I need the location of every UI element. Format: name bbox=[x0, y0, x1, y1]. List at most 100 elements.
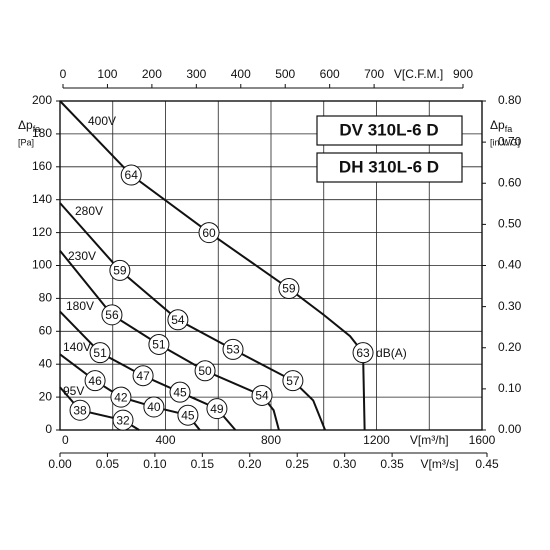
noise-marker bbox=[112, 409, 134, 431]
noise-marker bbox=[167, 309, 189, 331]
noise-label: 45 bbox=[181, 408, 195, 422]
noise-label: 47 bbox=[136, 369, 150, 383]
y-axis-subscript: fa bbox=[33, 124, 41, 134]
noise-marker bbox=[89, 342, 111, 364]
noise-unit: dB(A) bbox=[376, 346, 407, 360]
model-box bbox=[316, 115, 463, 146]
x-bottom2-tick-label: 0.15 bbox=[191, 457, 215, 471]
y-tick-label: 80 bbox=[39, 291, 53, 305]
y-tick-label: 0 bbox=[45, 422, 52, 436]
y-tick-label: 180 bbox=[32, 126, 52, 140]
model-box bbox=[316, 152, 463, 183]
noise-marker bbox=[143, 396, 165, 418]
noise-label: 45 bbox=[173, 385, 187, 399]
noise-label: 57 bbox=[286, 374, 300, 388]
y-tick-label: 60 bbox=[39, 323, 53, 337]
x-top-tick-label: 700 bbox=[364, 67, 384, 81]
noise-label: 59 bbox=[113, 264, 127, 278]
y2-tick-label: 0.10 bbox=[498, 381, 522, 395]
y2-tick-label: 0.20 bbox=[498, 340, 522, 354]
x-tick-label: 800 bbox=[261, 433, 281, 447]
noise-marker bbox=[132, 365, 154, 387]
noise-marker bbox=[109, 259, 131, 281]
x-tick-label: 0 bbox=[62, 433, 69, 447]
y2-tick-label: 0.80 bbox=[498, 93, 522, 107]
noise-label: 64 bbox=[125, 168, 139, 182]
noise-marker bbox=[251, 384, 273, 406]
noise-label: 38 bbox=[73, 403, 87, 417]
y2-tick-label: 0.40 bbox=[498, 258, 522, 272]
noise-label: 49 bbox=[210, 402, 224, 416]
noise-marker bbox=[148, 333, 170, 355]
series-label: 280V bbox=[75, 204, 103, 218]
series-label: 400V bbox=[88, 114, 116, 128]
noise-label: 60 bbox=[202, 226, 216, 240]
noise-label: 54 bbox=[171, 313, 185, 327]
x-axis-label: V[m³/h] bbox=[410, 433, 449, 447]
noise-label: 32 bbox=[116, 413, 130, 427]
x-tick-label: 1200 bbox=[363, 433, 390, 447]
noise-marker bbox=[278, 278, 300, 300]
x-tick-label: 1600 bbox=[469, 433, 496, 447]
x-top-axis-label: V[C.F.M.] bbox=[394, 67, 443, 81]
x-top-tick-label: 100 bbox=[97, 67, 117, 81]
x-top-tick-label: 200 bbox=[142, 67, 162, 81]
noise-marker bbox=[169, 381, 191, 403]
noise-label: 63 bbox=[356, 346, 370, 360]
model-name: DH 310L-6 D bbox=[339, 157, 439, 176]
y-tick-label: 160 bbox=[32, 159, 52, 173]
x-top-tick-label: 0 bbox=[60, 67, 67, 81]
series-label: 140V bbox=[63, 340, 91, 354]
x-top-tick-label: 600 bbox=[320, 67, 340, 81]
noise-marker bbox=[177, 404, 199, 426]
x-bottom2-tick-label: 0.20 bbox=[238, 457, 262, 471]
curve bbox=[59, 202, 326, 431]
x-bottom2-tick-label: 0.30 bbox=[333, 457, 357, 471]
y-axis-label: Δpfa bbox=[490, 118, 512, 134]
noise-label: 53 bbox=[226, 343, 240, 357]
x-bottom2-axis-label: V[m³/s] bbox=[421, 457, 459, 471]
noise-marker bbox=[84, 370, 106, 392]
y2-tick-label: 0.60 bbox=[498, 175, 522, 189]
x-top-tick-label: 400 bbox=[231, 67, 251, 81]
noise-label: 59 bbox=[282, 282, 296, 296]
x-top-tick-label: 300 bbox=[186, 67, 206, 81]
x-top-tick-label: 500 bbox=[275, 67, 295, 81]
x-bottom2-tick-label: 0.10 bbox=[143, 457, 167, 471]
y2-tick-label: 0.50 bbox=[498, 217, 522, 231]
x-tick-label: 400 bbox=[155, 433, 175, 447]
series-label: 180V bbox=[66, 299, 94, 313]
noise-marker bbox=[206, 398, 228, 420]
y-tick-label: 140 bbox=[32, 192, 52, 206]
noise-marker bbox=[198, 222, 220, 244]
noise-label: 40 bbox=[147, 400, 161, 414]
noise-marker bbox=[222, 338, 244, 360]
noise-label: 54 bbox=[255, 389, 269, 403]
noise-label: 42 bbox=[114, 390, 128, 404]
noise-marker bbox=[194, 360, 216, 382]
y-tick-label: 120 bbox=[32, 225, 52, 239]
series-label: 230V bbox=[68, 249, 96, 263]
noise-label: 46 bbox=[88, 374, 102, 388]
x-bottom2-tick-label: 0.35 bbox=[380, 457, 404, 471]
x-top-tick-label: 900 bbox=[453, 67, 473, 81]
noise-label: 51 bbox=[93, 346, 107, 360]
y-axis-unit: [Pa] bbox=[18, 137, 34, 147]
y-tick-label: 20 bbox=[39, 389, 53, 403]
y2-tick-label: 0.70 bbox=[498, 134, 522, 148]
noise-marker bbox=[120, 164, 142, 186]
noise-label: 56 bbox=[105, 308, 119, 322]
y-axis-symbol: Δp bbox=[18, 118, 33, 132]
curve bbox=[59, 250, 280, 431]
y2-tick-label: 0.00 bbox=[498, 422, 522, 436]
x-bottom2-tick-label: 0.25 bbox=[286, 457, 310, 471]
noise-marker bbox=[69, 399, 91, 421]
x-bottom2-tick-label: 0.45 bbox=[475, 457, 499, 471]
noise-marker bbox=[352, 342, 374, 364]
noise-label: 50 bbox=[198, 364, 212, 378]
series-label: 95V bbox=[63, 384, 84, 398]
y-axis-unit: [in.WG] bbox=[490, 137, 520, 147]
x-bottom2-tick-label: 0.00 bbox=[48, 457, 72, 471]
x-bottom2-tick-label: 0.05 bbox=[96, 457, 120, 471]
